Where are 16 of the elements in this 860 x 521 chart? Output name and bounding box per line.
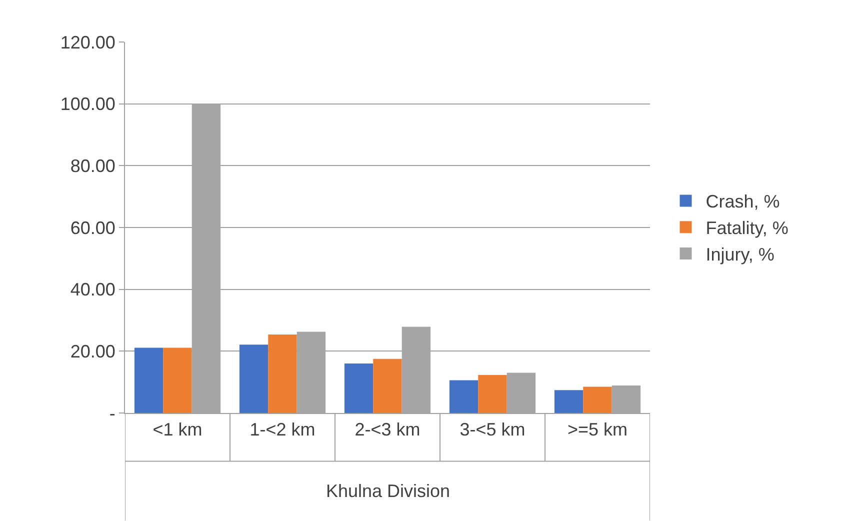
y-tick-label: 40.00 xyxy=(70,280,116,300)
legend-label: Crash, % xyxy=(706,192,780,212)
y-tick-label: - xyxy=(109,403,116,424)
y-tick-label: 60.00 xyxy=(70,218,116,238)
x-tick-label: >=5 km xyxy=(567,420,628,440)
x-axis-title: Khulna Division xyxy=(326,481,450,501)
legend-label: Injury, % xyxy=(706,244,774,265)
y-tick-label: 20.00 xyxy=(70,341,116,362)
y-tick-label: 120.00 xyxy=(60,32,116,52)
x-tick-label: 2-<3 km xyxy=(354,420,420,440)
y-tick-label: 100.00 xyxy=(60,94,116,114)
y-tick-label: 80.00 xyxy=(70,156,116,176)
x-tick-label: <1 km xyxy=(152,420,202,440)
x-tick-label: 3-<5 km xyxy=(460,420,526,440)
x-tick-label: 1-<2 km xyxy=(250,420,316,440)
legend-label: Fatality, % xyxy=(706,218,788,238)
